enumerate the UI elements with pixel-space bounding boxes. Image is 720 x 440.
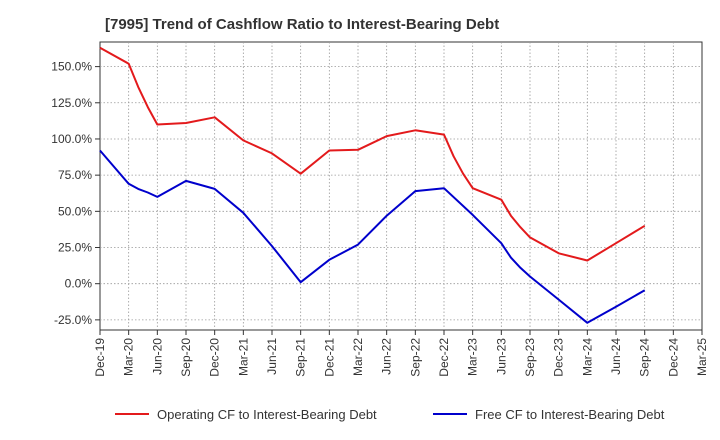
x-tick-label: Mar-23: [466, 338, 480, 376]
y-tick-label: 150.0%: [51, 60, 92, 74]
y-tick-label: 25.0%: [58, 241, 92, 255]
x-tick-label: Dec-22: [437, 338, 451, 377]
series-layer: [99, 46, 646, 324]
plot-area: [99, 41, 703, 331]
x-tick-label: Dec-20: [208, 338, 222, 377]
x-tick-label: Dec-23: [552, 338, 566, 377]
x-tick-label: Dec-24: [666, 338, 680, 377]
y-tick-label: 0.0%: [65, 277, 93, 291]
chart-title: [7995] Trend of Cashflow Ratio to Intere…: [105, 16, 499, 33]
y-tick-label: 100.0%: [51, 132, 92, 146]
y-tick-label: 75.0%: [58, 168, 92, 182]
x-tick-label: Dec-19: [93, 338, 107, 377]
x-tick-label: Mar-20: [122, 338, 136, 376]
x-axis: Dec-19 Mar-20 Jun-20 Sep-20 Dec-20 Mar-21 Jun-…: [93, 330, 709, 377]
x-tick-label: Jun-24: [609, 338, 623, 375]
x-tick-label: Jun-23: [494, 338, 508, 375]
x-tick-label: Jun-21: [265, 338, 279, 375]
x-tick-label: Sep-22: [408, 338, 422, 377]
y-axis: 150.0% 125.0% 100.0% 75.0% 50.0% 25.0% 0.0% -25…: [51, 60, 100, 327]
series-line-operating-cf: [99, 46, 646, 262]
x-tick-label: Dec-21: [322, 338, 336, 377]
x-tick-label: Sep-20: [179, 338, 193, 377]
legend: Operating CF to Interest-Bearing Debt Fre…: [115, 407, 665, 422]
x-tick-label: Mar-24: [580, 338, 594, 376]
grid-lines: [100, 42, 702, 330]
x-tick-label: Sep-24: [638, 338, 652, 377]
x-tick-label: Jun-22: [380, 338, 394, 375]
y-tick-label: -25.0%: [54, 313, 92, 327]
legend-label: Free CF to Interest-Bearing Debt: [475, 407, 665, 422]
x-tick-label: Jun-20: [150, 338, 164, 375]
x-tick-label: Mar-25: [695, 338, 709, 376]
x-tick-label: Mar-21: [236, 338, 250, 376]
x-tick-label: Mar-22: [351, 338, 365, 376]
series-line-free-cf: [99, 149, 646, 324]
x-tick-label: Sep-21: [294, 338, 308, 377]
y-tick-label: 50.0%: [58, 204, 92, 218]
y-tick-label: 125.0%: [51, 96, 92, 110]
x-tick-label: Sep-23: [523, 338, 537, 377]
legend-label: Operating CF to Interest-Bearing Debt: [157, 407, 377, 422]
plot-frame: [99, 41, 703, 331]
